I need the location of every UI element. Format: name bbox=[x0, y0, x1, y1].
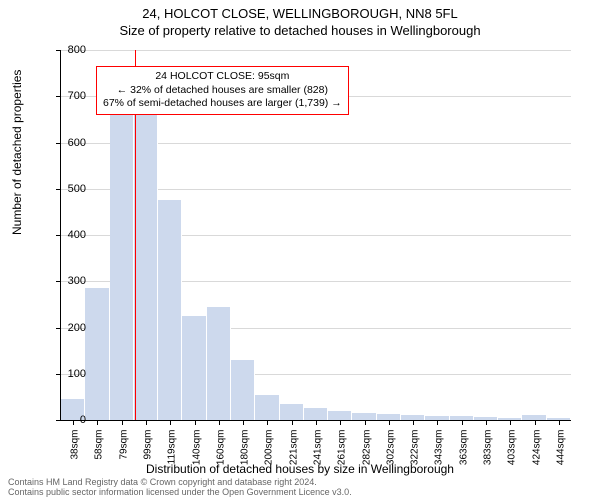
x-tick-mark bbox=[292, 420, 293, 425]
x-tick-mark bbox=[535, 420, 536, 425]
x-tick-mark bbox=[170, 420, 171, 425]
x-tick-mark bbox=[413, 420, 414, 425]
x-tick-mark bbox=[559, 420, 560, 425]
annotation-line: ← 32% of detached houses are smaller (82… bbox=[103, 84, 342, 98]
x-tick-mark bbox=[462, 420, 463, 425]
x-axis-label: Distribution of detached houses by size … bbox=[0, 462, 600, 476]
y-tick-label: 800 bbox=[56, 44, 86, 56]
histogram-bar bbox=[352, 413, 376, 420]
attribution-footer: Contains HM Land Registry data © Crown c… bbox=[8, 478, 352, 498]
page-title: 24, HOLCOT CLOSE, WELLINGBOROUGH, NN8 5F… bbox=[0, 6, 600, 21]
x-tick-mark bbox=[97, 420, 98, 425]
footer-line2: Contains public sector information licen… bbox=[8, 488, 352, 498]
y-tick-label: 300 bbox=[56, 275, 86, 287]
y-tick-label: 0 bbox=[56, 414, 86, 426]
y-tick-label: 200 bbox=[56, 322, 86, 334]
x-tick-mark bbox=[486, 420, 487, 425]
x-tick-mark bbox=[122, 420, 123, 425]
histogram-chart: 38sqm58sqm79sqm99sqm119sqm140sqm160sqm18… bbox=[60, 50, 570, 420]
plot-area: 38sqm58sqm79sqm99sqm119sqm140sqm160sqm18… bbox=[60, 50, 571, 421]
x-tick-mark bbox=[340, 420, 341, 425]
histogram-bar bbox=[280, 404, 304, 420]
y-tick-label: 400 bbox=[56, 229, 86, 241]
x-tick-mark bbox=[437, 420, 438, 425]
x-tick-mark bbox=[195, 420, 196, 425]
grid-line bbox=[61, 50, 571, 51]
y-tick-label: 500 bbox=[56, 183, 86, 195]
histogram-bar bbox=[158, 200, 182, 420]
histogram-bar bbox=[255, 395, 279, 420]
x-tick-mark bbox=[510, 420, 511, 425]
y-axis-label: Number of detached properties bbox=[10, 70, 24, 235]
histogram-bar bbox=[304, 408, 328, 420]
annotation-box: 24 HOLCOT CLOSE: 95sqm← 32% of detached … bbox=[96, 66, 349, 115]
x-tick-mark bbox=[267, 420, 268, 425]
x-tick-mark bbox=[389, 420, 390, 425]
histogram-bar bbox=[231, 360, 255, 420]
x-tick-mark bbox=[243, 420, 244, 425]
x-tick-mark bbox=[219, 420, 220, 425]
histogram-bar bbox=[207, 307, 231, 420]
y-tick-label: 600 bbox=[56, 137, 86, 149]
histogram-bar bbox=[182, 316, 206, 420]
x-tick-mark bbox=[146, 420, 147, 425]
annotation-line: 67% of semi-detached houses are larger (… bbox=[103, 97, 342, 111]
histogram-bar bbox=[85, 288, 109, 420]
x-tick-mark bbox=[316, 420, 317, 425]
annotation-line: 24 HOLCOT CLOSE: 95sqm bbox=[103, 70, 342, 84]
histogram-bar bbox=[110, 112, 134, 420]
y-tick-label: 700 bbox=[56, 90, 86, 102]
histogram-bar bbox=[328, 411, 352, 420]
y-tick-label: 100 bbox=[56, 368, 86, 380]
x-tick-mark bbox=[365, 420, 366, 425]
histogram-bar bbox=[134, 103, 158, 420]
page-subtitle: Size of property relative to detached ho… bbox=[0, 23, 600, 38]
